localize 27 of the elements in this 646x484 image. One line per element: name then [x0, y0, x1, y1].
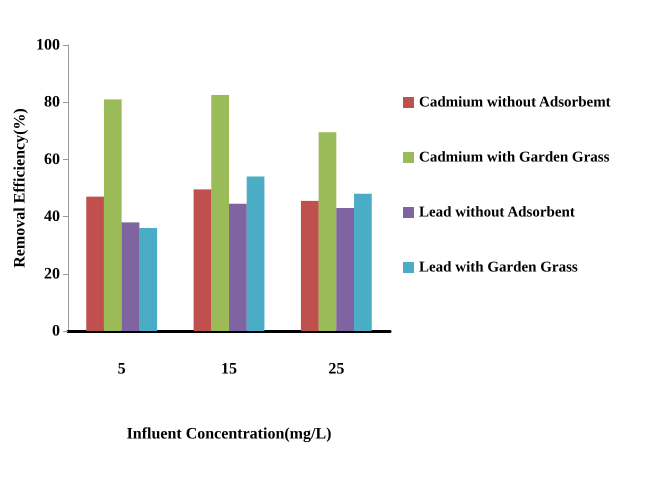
legend-label: Lead with Garden Grass — [419, 260, 578, 276]
bar — [86, 196, 104, 331]
y-tick-label: 40 — [44, 208, 60, 226]
y-axis-title: Removal Efficiency(%) — [12, 108, 28, 268]
x-tick-label: 5 — [118, 360, 126, 378]
bar — [211, 95, 229, 331]
y-tick-label: 80 — [44, 94, 60, 111]
bar — [104, 99, 122, 331]
bar — [336, 208, 354, 331]
y-tick-label: 20 — [44, 265, 60, 282]
bar — [194, 189, 212, 331]
bar — [246, 176, 264, 331]
legend-label: Cadmium without Adsorbemt — [419, 94, 611, 110]
bar — [229, 204, 247, 331]
x-tick-label: 15 — [221, 360, 237, 378]
x-tick-label: 25 — [328, 360, 344, 378]
y-tick-label: 60 — [44, 150, 60, 168]
legend-label: Cadmium with Garden Grass — [419, 150, 610, 166]
y-tick-label: 100 — [36, 36, 60, 54]
bar — [354, 194, 372, 331]
y-tick-label: 0 — [52, 322, 60, 340]
legend-label: Lead without Adsorbent — [419, 204, 575, 220]
x-axis-title: Influent Concentration(mg/L) — [126, 426, 332, 442]
bar — [139, 228, 158, 331]
bar — [300, 200, 319, 331]
bar — [318, 132, 336, 331]
bar — [122, 222, 140, 331]
